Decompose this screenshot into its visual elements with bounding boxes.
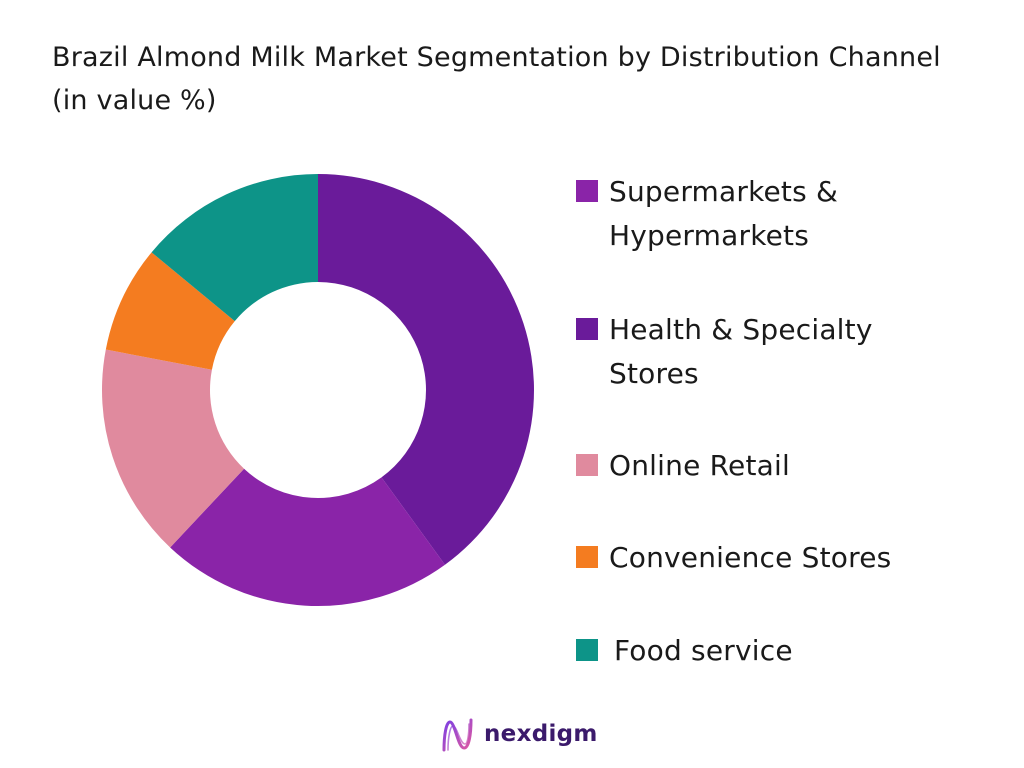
chart-title: Brazil Almond Milk Market Segmentation b… (52, 42, 941, 116)
legend-swatch (576, 180, 598, 202)
donut-slice-supermarkets-hypermarkets (170, 468, 445, 606)
donut-slice-convenience-stores (105, 252, 235, 370)
legend-label: Food service (614, 634, 793, 667)
donut-slice-health-specialty-stores (318, 174, 534, 565)
donut-slice-online-retail (101, 349, 245, 548)
donut-slice-food-service (151, 174, 318, 322)
brand-name: nexdigm (484, 721, 598, 747)
legend-label: Supermarkets & Hypermarkets (609, 175, 839, 252)
legend-label: Online Retail (609, 449, 790, 482)
legend-swatch (576, 454, 598, 476)
legend-swatch (576, 639, 598, 661)
brand-logo: nexdigm (440, 716, 600, 756)
legend-label: Convenience Stores (609, 541, 892, 574)
legend-swatch (576, 318, 598, 340)
nexdigm-logo-icon (442, 718, 473, 752)
legend-label: Health & Specialty Stores (609, 313, 873, 390)
legend-swatch (576, 546, 598, 568)
